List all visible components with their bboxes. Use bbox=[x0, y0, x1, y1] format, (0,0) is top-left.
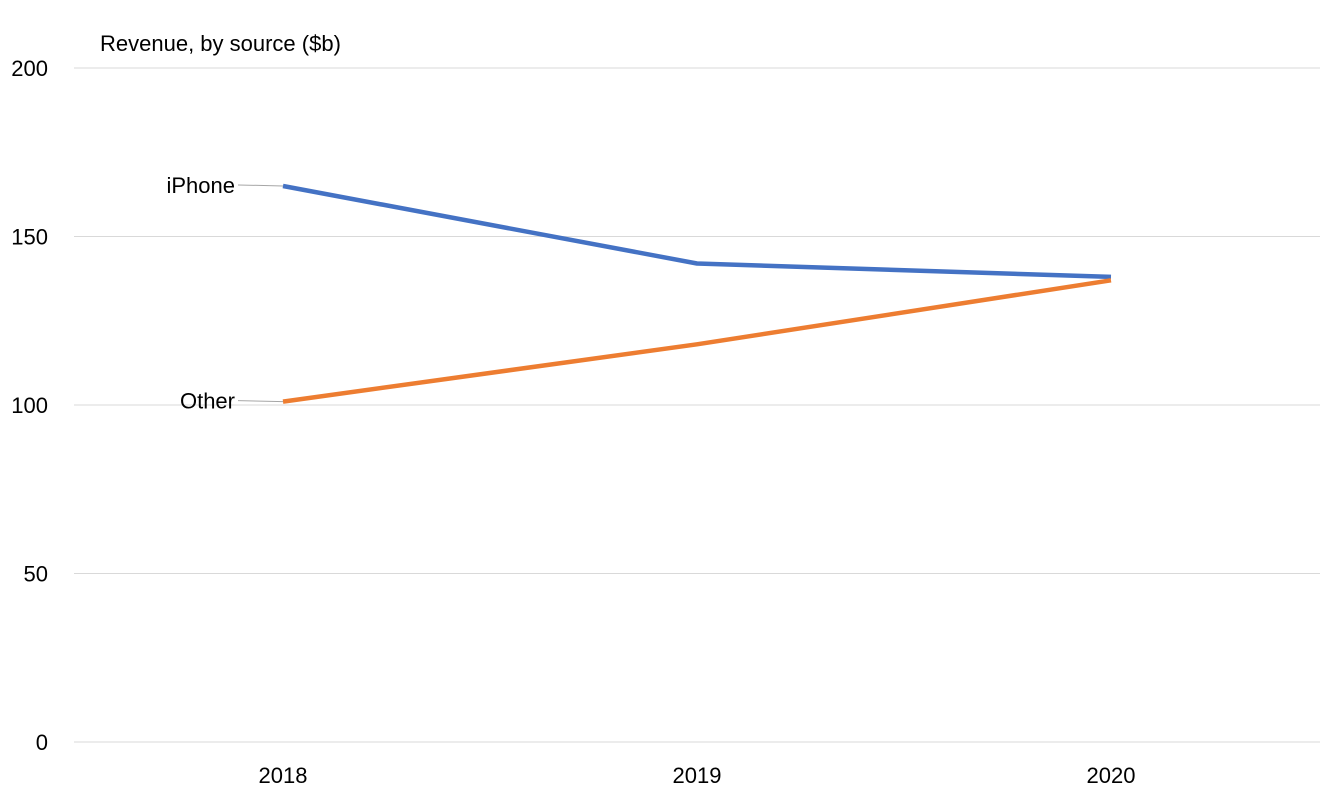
leader-line bbox=[237, 400, 284, 403]
y-tick-label: 100 bbox=[11, 393, 48, 418]
x-axis-ticks: 2018 2019 2020 bbox=[259, 763, 1136, 788]
series-label-iphone: iPhone bbox=[166, 173, 235, 198]
series-lines bbox=[282, 183, 1112, 404]
x-tick-label: 2020 bbox=[1087, 763, 1136, 788]
gridlines bbox=[74, 67, 1320, 743]
chart-title: Revenue, by source ($b) bbox=[100, 31, 341, 56]
series-labels: iPhone Other bbox=[166, 173, 284, 414]
y-tick-label: 50 bbox=[24, 562, 48, 587]
y-axis-ticks: 0 50 100 150 200 bbox=[11, 56, 48, 755]
x-tick-label: 2018 bbox=[259, 763, 308, 788]
y-tick-label: 0 bbox=[36, 730, 48, 755]
series-line-other bbox=[282, 278, 1112, 404]
y-tick-label: 150 bbox=[11, 225, 48, 250]
leader-line bbox=[237, 184, 284, 187]
series-line-iphone bbox=[282, 183, 1112, 280]
x-tick-label: 2019 bbox=[673, 763, 722, 788]
series-label-other: Other bbox=[180, 389, 235, 414]
y-tick-label: 200 bbox=[11, 56, 48, 81]
